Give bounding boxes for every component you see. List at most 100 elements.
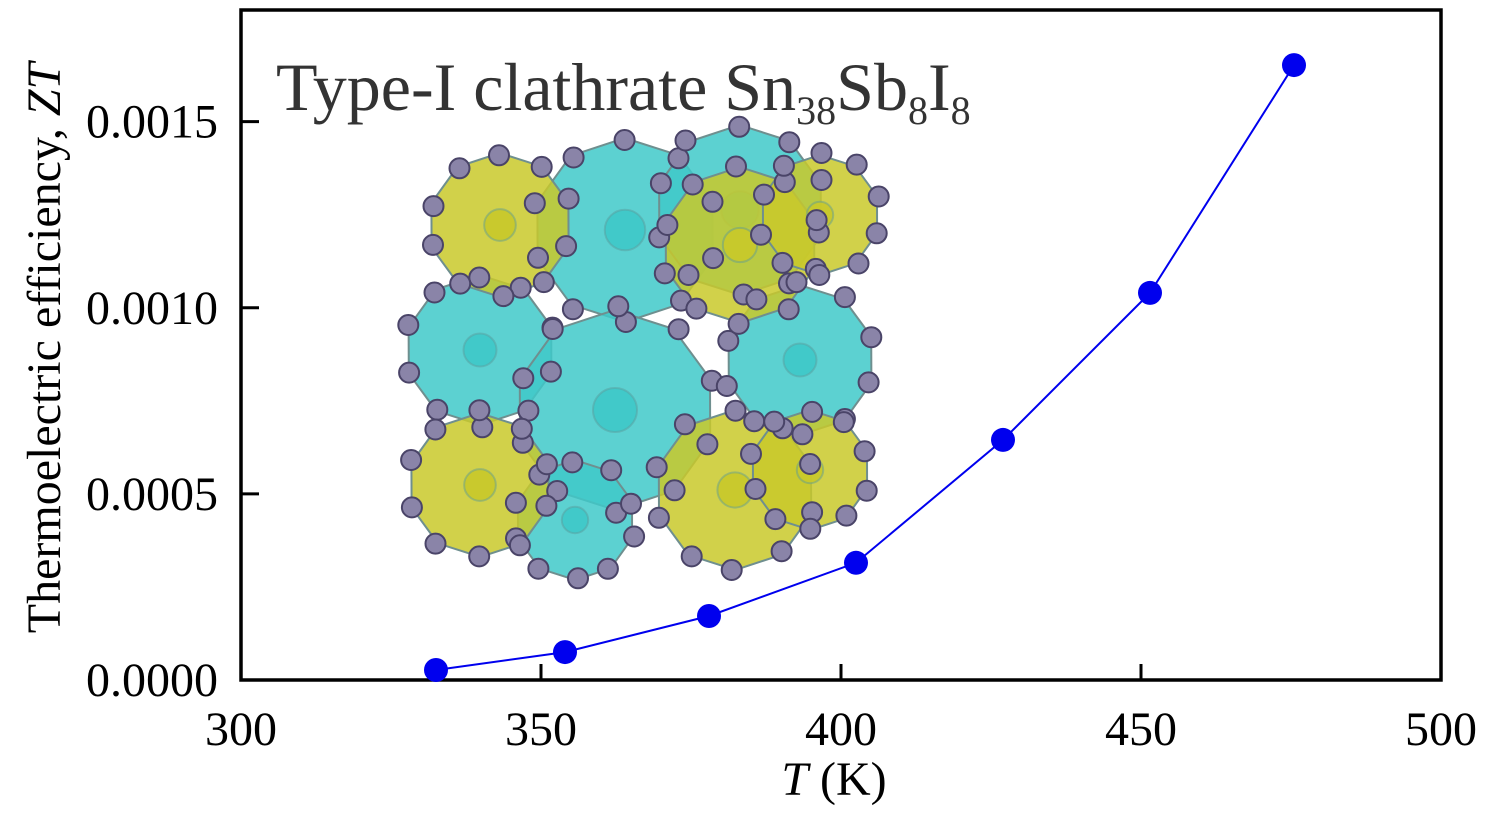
inset-framework-atom xyxy=(517,399,540,422)
inset-framework-atom xyxy=(753,183,775,206)
inset-framework-atom xyxy=(653,262,676,285)
inset-framework-atom xyxy=(546,480,569,502)
inset-framework-atom xyxy=(400,496,423,519)
x-tick-label: 500 xyxy=(1405,703,1477,756)
inset-framework-atom xyxy=(727,312,750,335)
clathrate-structure-inset xyxy=(397,115,890,590)
inset-framework-atom xyxy=(785,271,808,294)
inset-framework-atom xyxy=(833,286,856,309)
inset-framework-atom xyxy=(656,214,679,236)
inset-framework-atom xyxy=(855,479,878,502)
inset-framework-atom xyxy=(685,297,708,320)
inset-framework-atom xyxy=(449,272,472,295)
inset-guest-atom xyxy=(483,208,517,242)
inset-framework-atom xyxy=(770,540,793,563)
inset-framework-atom xyxy=(647,506,670,529)
inset-framework-atom xyxy=(791,423,814,446)
inset-framework-atom xyxy=(596,557,619,580)
inset-framework-atom xyxy=(555,235,578,258)
inset-framework-atom xyxy=(623,525,646,548)
inset-framework-atom xyxy=(424,418,447,441)
x-axis-ticks: 300 350 400 450 500 xyxy=(205,664,1477,756)
inset-framework-atom xyxy=(422,233,444,256)
data-point xyxy=(844,550,868,575)
inset-guest-atom xyxy=(782,342,818,378)
inset-guest-atom xyxy=(560,505,590,535)
data-point xyxy=(553,640,577,665)
inset-framework-atom xyxy=(492,285,515,308)
data-point xyxy=(1282,53,1306,78)
inset-framework-atom xyxy=(510,417,533,440)
inset-framework-atom xyxy=(541,318,564,340)
inset-framework-atom xyxy=(725,155,747,178)
inset-framework-atom xyxy=(561,451,584,474)
inset-guest-atom xyxy=(463,468,497,502)
inset-guest-atom xyxy=(592,387,638,433)
x-tick-label: 400 xyxy=(805,703,877,756)
inset-framework-atom xyxy=(681,173,704,196)
x-tick-label: 300 xyxy=(205,703,277,756)
inset-framework-atom xyxy=(422,195,445,218)
inset-guest-atom xyxy=(603,208,647,252)
inset-framework-atom xyxy=(535,453,558,476)
inset-framework-atom xyxy=(423,281,446,304)
inset-framework-atom xyxy=(799,517,822,540)
inset-framework-atom xyxy=(805,209,828,232)
y-axis-ticks: 0.0000 0.0005 0.0010 0.0015 xyxy=(86,96,259,707)
data-point xyxy=(697,604,721,628)
inset-framework-atom xyxy=(613,129,636,151)
y-axis-label: Thermoelectric efficiency, ZT xyxy=(18,59,71,633)
inset-framework-atom xyxy=(764,508,787,531)
inset-framework-atom xyxy=(468,266,491,289)
inset-framework-atom xyxy=(561,298,584,321)
inset-framework-atom xyxy=(607,295,630,318)
inset-framework-atom xyxy=(426,398,449,421)
inset-framework-atom xyxy=(857,371,880,394)
y-tick-label: 0.0010 xyxy=(86,282,218,335)
inset-framework-atom xyxy=(810,142,833,164)
inset-framework-atom xyxy=(715,375,738,397)
data-point xyxy=(991,427,1015,452)
inset-framework-atom xyxy=(772,154,795,177)
inset-framework-atom xyxy=(468,545,491,568)
inset-framework-atom xyxy=(724,399,747,422)
inset-framework-atom xyxy=(398,361,421,384)
inset-framework-atom xyxy=(720,559,743,581)
inset-framework-atom xyxy=(532,271,555,294)
inset-framework-atom xyxy=(620,492,642,515)
inset-framework-atom xyxy=(865,222,888,245)
inset-framework-atom xyxy=(777,298,800,321)
x-tick-label: 350 xyxy=(505,703,577,756)
series-zt xyxy=(424,53,1306,682)
inset-framework-atom xyxy=(717,329,740,352)
inset-framework-atom xyxy=(508,534,531,557)
inset-framework-atom xyxy=(853,440,876,463)
inset-framework-atom xyxy=(860,326,883,349)
inset-framework-atom xyxy=(504,491,527,514)
inset-framework-atom xyxy=(744,478,767,500)
inset-framework-atom xyxy=(488,144,510,167)
inset-guest-atom xyxy=(462,332,498,368)
inset-framework-atom xyxy=(801,400,824,423)
x-axis-label: T (K) xyxy=(781,753,886,806)
inset-framework-atom xyxy=(557,187,580,210)
inset-framework-atom xyxy=(539,360,562,383)
inset-framework-atom xyxy=(600,459,623,482)
inset-framework-atom xyxy=(696,433,719,456)
inset-framework-atom xyxy=(771,251,794,274)
inset-framework-atom xyxy=(680,545,703,568)
inset-framework-atom xyxy=(677,264,700,286)
inset-framework-atom xyxy=(745,288,768,311)
inset-framework-atom xyxy=(835,504,858,527)
data-point xyxy=(424,658,448,682)
inset-framework-atom xyxy=(645,456,668,479)
y-tick-label: 0.0000 xyxy=(86,654,218,707)
inset-framework-atom xyxy=(847,252,870,275)
inset-framework-atom xyxy=(468,399,491,422)
inset-framework-atom xyxy=(867,185,890,208)
inset-framework-atom xyxy=(527,557,550,580)
inset-framework-atom xyxy=(509,276,532,299)
inset-framework-atom xyxy=(701,190,724,213)
inset-framework-atom xyxy=(799,453,822,475)
